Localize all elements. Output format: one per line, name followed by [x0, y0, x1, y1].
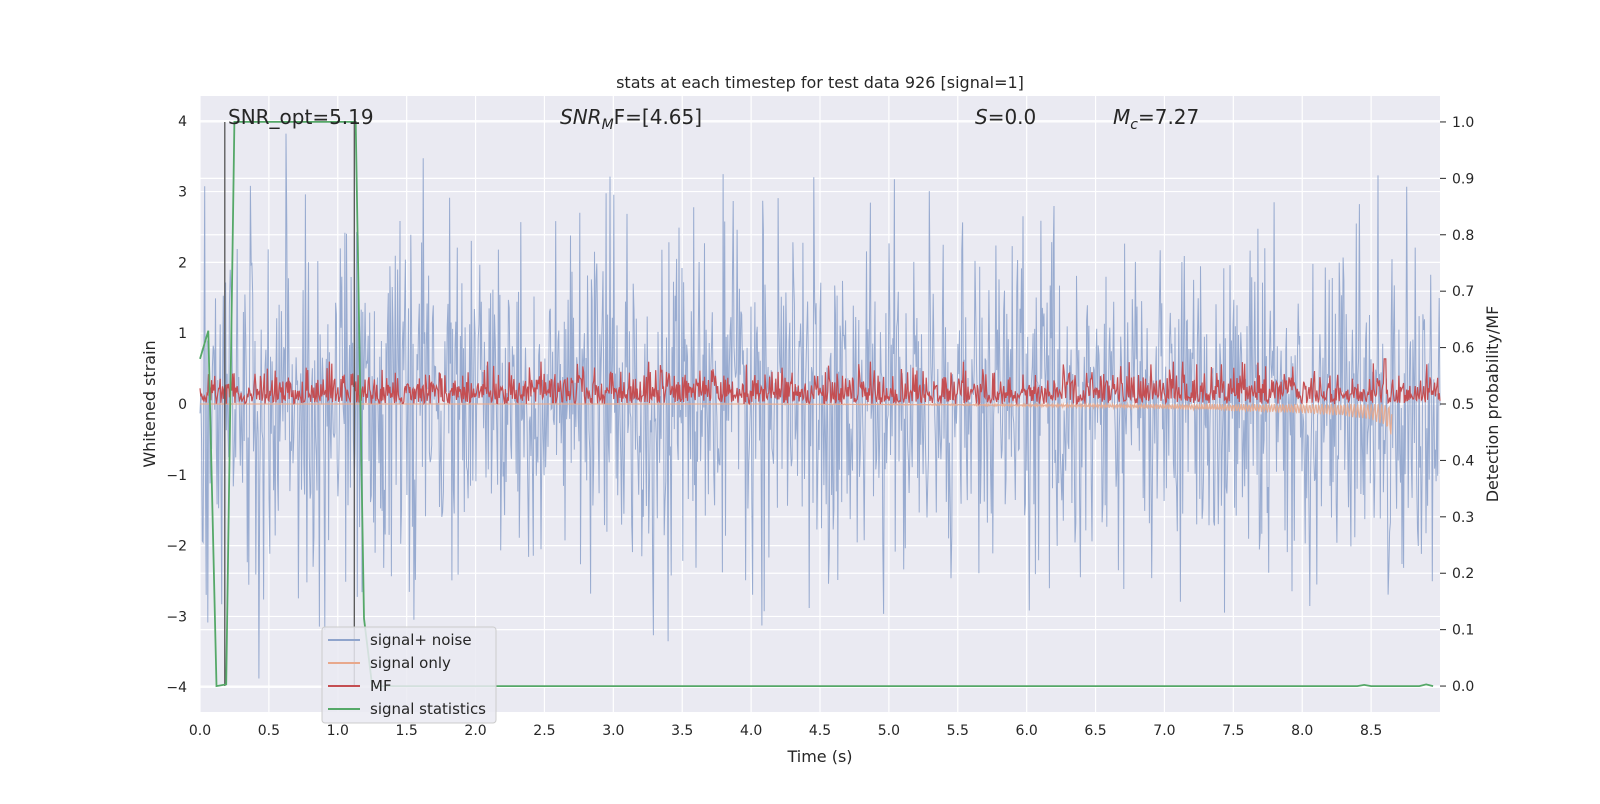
y-right-tick-label: 0.9: [1452, 171, 1474, 187]
y-right-tick-label: 0.2: [1452, 566, 1474, 582]
series-line-signal-statistics: [199, 121, 1434, 688]
legend-label-mf: MF: [370, 677, 392, 695]
y-right-tick-label: 0.6: [1452, 341, 1474, 357]
y-left-tick-label: 1: [178, 326, 187, 342]
x-tick-label: 1.5: [396, 723, 418, 739]
x-tick-label: 5.0: [878, 723, 900, 739]
legend-label-signal-noise: signal+ noise: [370, 631, 472, 649]
y-right-tick-label: 0.7: [1452, 284, 1474, 300]
x-tick-label: 4.0: [740, 723, 762, 739]
y-left-tick-label: −3: [166, 609, 187, 625]
legend-label-signal-statistics: signal statistics: [370, 700, 486, 718]
x-tick-label: 7.5: [1222, 723, 1244, 739]
annotation-s-rest: =0.0: [988, 105, 1037, 129]
x-tick-label: 2.5: [533, 723, 555, 739]
annotation-mc-name: M: [1113, 105, 1130, 129]
annotation-snr-opt: SNR_opt=5.19: [228, 105, 374, 129]
y-left-tick-label: −2: [166, 539, 187, 555]
legend-box: [321, 626, 497, 724]
y-right-tick-label: 0.0: [1452, 679, 1474, 695]
y-right-axis-label: Detection probability/MF: [1483, 306, 1502, 503]
y-right-tick-label: 0.5: [1452, 397, 1474, 413]
signal-noise-series: [199, 133, 1441, 679]
annotation-snr-mf-rest: F=[4.65]: [614, 105, 702, 129]
y-left-tick-labels: 4 3 2 1 0 −1 −2 −3 −4: [166, 114, 187, 696]
x-tick-labels: 0.0 0.5 1.0 1.5 2.0 2.5 3.0 3.5 4.0 4.5 5.0 5.5 6.0 6…: [189, 723, 1382, 739]
legend: signal+ noise signal only MF signal stat…: [321, 626, 497, 724]
annotation-s: S=0.0: [975, 105, 1036, 129]
y-left-tick-label: 3: [178, 185, 187, 201]
x-tick-label: 1.0: [327, 723, 349, 739]
series-line-signal-only: [200, 401, 1393, 435]
legend-label-signal-only: signal only: [370, 654, 451, 672]
y-right-tick-label: 0.4: [1452, 453, 1474, 469]
series-line-mf: [199, 358, 1441, 406]
x-tick-label: 6.0: [1016, 723, 1038, 739]
x-tick-label: 6.5: [1084, 723, 1106, 739]
x-tick-label: 8.0: [1291, 723, 1313, 739]
y-right-tick-label: 0.1: [1452, 623, 1474, 639]
y-left-tick-label: −1: [166, 468, 187, 484]
y-left-tick-label: 4: [178, 114, 187, 130]
x-tick-label: 0.5: [258, 723, 280, 739]
chart-title: stats at each timestep for test data 926…: [616, 73, 1024, 92]
x-axis-label: Time (s): [786, 747, 852, 766]
x-tick-label: 8.5: [1360, 723, 1382, 739]
x-tick-label: 5.5: [947, 723, 969, 739]
x-tick-label: 7.0: [1153, 723, 1175, 739]
mf-series: [199, 358, 1441, 406]
y-left-tick-label: 0: [178, 397, 187, 413]
y-left-axis-label: Whitened strain: [140, 340, 159, 467]
annotation-snr-mf: SNRMF=[4.65]: [560, 105, 702, 133]
y-right-tick-label: 0.3: [1452, 510, 1474, 526]
y-left-tick-label: 2: [178, 255, 187, 271]
x-tick-label: 2.0: [464, 723, 486, 739]
annotation-snr-mf-sub: M: [602, 117, 614, 133]
annotation-mc-rest: =7.27: [1138, 105, 1199, 129]
signal-statistics-series: [199, 121, 1434, 688]
x-tick-label: 3.5: [671, 723, 693, 739]
annotation-s-name: S: [975, 105, 988, 129]
annotation-mc-sub: c: [1130, 117, 1138, 133]
x-tick-label: 3.0: [602, 723, 624, 739]
annotation-mc: Mc=7.27: [1113, 105, 1199, 133]
signal-only-series: [200, 401, 1393, 435]
annotation-snr-mf-name: SNR: [560, 105, 602, 129]
vertical-markers: [224, 121, 355, 687]
x-tick-label: 4.5: [809, 723, 831, 739]
y-right-tick-label: 0.8: [1452, 228, 1474, 244]
series-line-signal-noise: [199, 133, 1441, 679]
y-right-tick-label: 1.0: [1452, 115, 1474, 131]
x-tick-label: 0.0: [189, 723, 211, 739]
y-right-tick-labels: 1.0 0.9 0.8 0.7 0.6 0.5 0.4 0.3 0.2 0.1 0.0: [1440, 115, 1474, 695]
y-left-tick-label: −4: [166, 680, 187, 696]
